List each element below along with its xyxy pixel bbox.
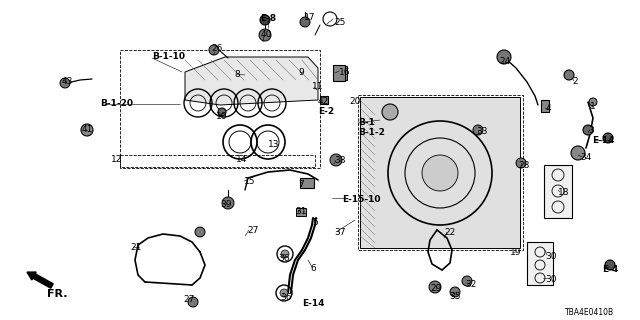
Circle shape <box>222 197 234 209</box>
Text: B-1: B-1 <box>358 118 375 127</box>
Text: 6: 6 <box>310 264 316 273</box>
Text: 8: 8 <box>234 70 240 79</box>
Circle shape <box>583 125 593 135</box>
Bar <box>300 178 314 188</box>
Text: E-2: E-2 <box>318 107 334 116</box>
Circle shape <box>81 124 93 136</box>
Text: 43: 43 <box>62 77 74 86</box>
Text: 4: 4 <box>546 104 552 113</box>
Text: 26: 26 <box>211 44 222 53</box>
Text: 10: 10 <box>216 112 227 121</box>
Circle shape <box>218 108 226 116</box>
Text: 16: 16 <box>339 68 351 77</box>
Circle shape <box>260 15 270 25</box>
Circle shape <box>422 155 458 191</box>
Circle shape <box>462 276 472 286</box>
Circle shape <box>429 281 441 293</box>
Text: B-1-2: B-1-2 <box>358 128 385 137</box>
Bar <box>541 100 549 112</box>
Bar <box>335 66 347 80</box>
Text: 14: 14 <box>236 155 248 164</box>
Polygon shape <box>544 165 572 218</box>
Text: 3: 3 <box>588 126 594 135</box>
Circle shape <box>497 50 511 64</box>
Text: 39: 39 <box>220 200 232 209</box>
Bar <box>296 208 306 216</box>
Text: 34: 34 <box>580 153 591 162</box>
Text: TBA4E0410B: TBA4E0410B <box>565 308 614 317</box>
Text: 2: 2 <box>572 77 578 86</box>
Text: 11: 11 <box>312 82 323 91</box>
Circle shape <box>589 98 597 106</box>
FancyArrow shape <box>27 272 53 288</box>
Text: 1: 1 <box>590 102 596 111</box>
Circle shape <box>259 29 271 41</box>
Text: E-14: E-14 <box>592 136 614 145</box>
Text: 21: 21 <box>130 243 141 252</box>
Bar <box>320 96 328 104</box>
Circle shape <box>300 17 310 27</box>
Text: 40: 40 <box>261 30 273 39</box>
Bar <box>120 50 320 168</box>
Text: 9: 9 <box>298 68 304 77</box>
Text: 7: 7 <box>298 180 304 189</box>
Text: 29: 29 <box>430 284 442 293</box>
Text: 33: 33 <box>476 127 488 136</box>
Polygon shape <box>360 97 520 248</box>
Circle shape <box>281 250 289 258</box>
Bar <box>120 155 315 167</box>
Circle shape <box>603 133 613 143</box>
Text: 41: 41 <box>82 125 93 134</box>
Circle shape <box>571 146 585 160</box>
Circle shape <box>516 158 526 168</box>
Circle shape <box>382 104 398 120</box>
Text: E-14: E-14 <box>302 299 324 308</box>
Text: 5: 5 <box>312 218 317 227</box>
Text: 42: 42 <box>318 97 329 106</box>
Text: 38: 38 <box>334 156 346 165</box>
Circle shape <box>564 70 574 80</box>
Text: 32: 32 <box>465 280 476 289</box>
Text: 36: 36 <box>280 293 291 302</box>
Text: 20: 20 <box>349 97 360 106</box>
Text: 30: 30 <box>545 275 557 284</box>
Text: 30: 30 <box>545 252 557 261</box>
Circle shape <box>605 260 615 270</box>
Text: 15: 15 <box>244 177 255 186</box>
Text: 22: 22 <box>444 228 455 237</box>
Text: 31: 31 <box>295 207 307 216</box>
Circle shape <box>330 154 342 166</box>
Text: 18: 18 <box>558 188 570 197</box>
Circle shape <box>209 45 219 55</box>
Text: 13: 13 <box>268 140 280 149</box>
Text: B-1-10: B-1-10 <box>152 52 185 61</box>
Text: 35: 35 <box>449 292 461 301</box>
Text: 25: 25 <box>334 18 346 27</box>
Text: E-8: E-8 <box>260 14 276 23</box>
Text: 12: 12 <box>111 155 122 164</box>
Polygon shape <box>185 57 318 105</box>
Text: 17: 17 <box>304 13 316 22</box>
Bar <box>333 65 345 81</box>
Circle shape <box>450 287 460 297</box>
Text: 27: 27 <box>247 226 259 235</box>
Text: E-4: E-4 <box>602 265 618 274</box>
Circle shape <box>188 297 198 307</box>
Circle shape <box>473 125 483 135</box>
Circle shape <box>280 289 288 297</box>
Circle shape <box>195 227 205 237</box>
Text: 37: 37 <box>334 228 346 237</box>
Text: 36: 36 <box>278 254 289 263</box>
Text: 19: 19 <box>510 248 522 257</box>
Polygon shape <box>527 242 553 285</box>
Circle shape <box>60 78 70 88</box>
Text: 27: 27 <box>183 295 195 304</box>
Text: E-15-10: E-15-10 <box>342 195 381 204</box>
Text: 28: 28 <box>518 161 529 170</box>
Text: 24: 24 <box>499 57 510 66</box>
Bar <box>358 95 523 250</box>
Text: FR.: FR. <box>47 289 67 299</box>
Text: B-1-20: B-1-20 <box>100 99 133 108</box>
